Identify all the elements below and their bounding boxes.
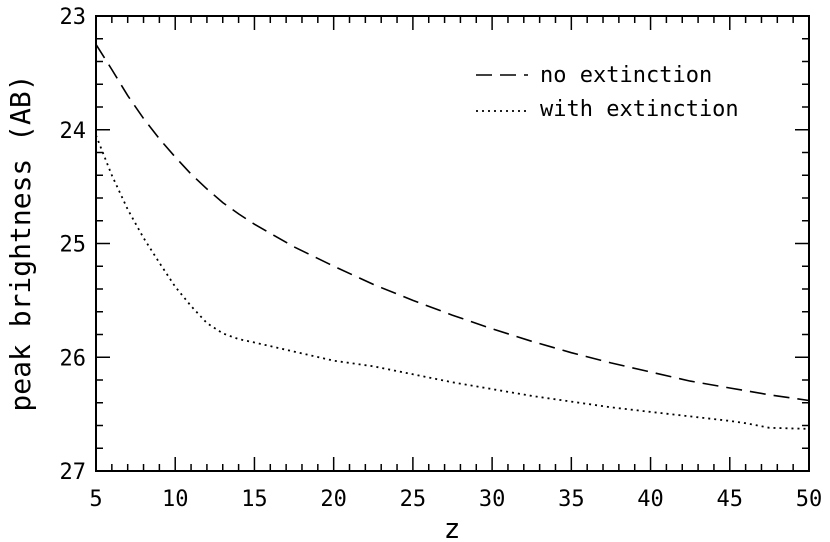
legend-label-no-extinction: no extinction <box>540 63 712 88</box>
y-tick-label: 26 <box>60 346 87 371</box>
x-tick-label: 25 <box>400 487 427 512</box>
ticks-layer <box>95 15 810 472</box>
x-tick-label: 40 <box>637 487 664 512</box>
x-tick-label: 45 <box>717 487 744 512</box>
x-tick-label: 30 <box>479 487 506 512</box>
x-tick-label: 50 <box>796 487 823 512</box>
x-tick-label: 5 <box>89 487 102 512</box>
legend-label-with-extinction: with extinction <box>540 97 739 122</box>
x-tick-label: 15 <box>241 487 268 512</box>
plot-frame <box>95 15 810 472</box>
series-layer <box>95 43 810 430</box>
y-tick-label: 23 <box>60 5 87 30</box>
y-tick-label: 27 <box>60 460 87 485</box>
y-tick-label: 25 <box>60 233 87 258</box>
x-tick-label: 35 <box>558 487 585 512</box>
x-tick-label: 10 <box>162 487 189 512</box>
x-axis-title: z <box>444 512 461 542</box>
y-tick-label: 24 <box>60 119 87 144</box>
legend: no extinction with extinction <box>476 63 739 122</box>
y-axis-title: peak brightness (AB) <box>4 74 37 411</box>
series-line-with-extinction <box>95 135 810 430</box>
labels-layer: 5 10 15 20 25 30 35 40 45 50 23 24 25 26 27 <box>60 5 823 512</box>
x-tick-label: 20 <box>320 487 347 512</box>
